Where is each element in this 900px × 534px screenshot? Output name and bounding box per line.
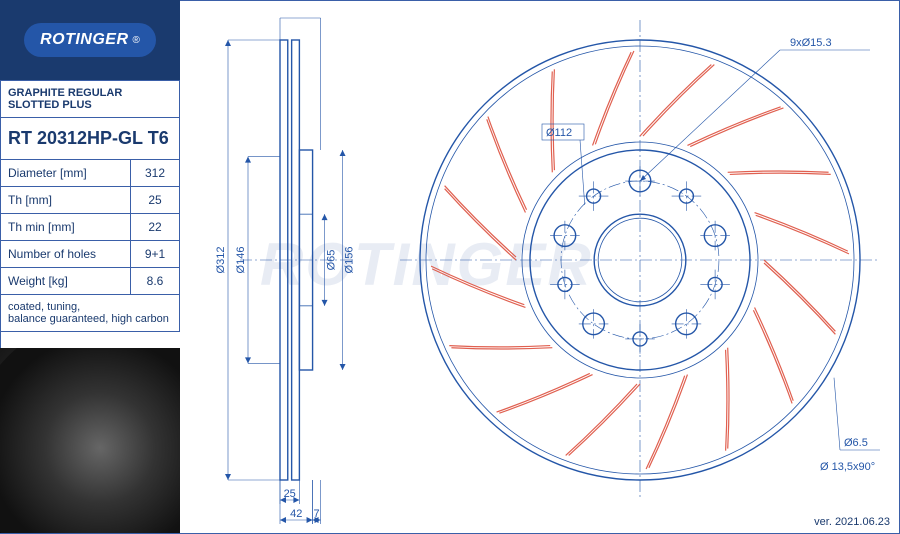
svg-text:9xØ15.3: 9xØ15.3 (790, 37, 832, 49)
logo-pill: ROTINGER ® (24, 23, 156, 57)
version-label: ver. 2021.06.23 (814, 516, 890, 528)
logo-box: ROTINGER ® (0, 0, 180, 80)
product-photo (0, 348, 180, 533)
spec-value: 25 (131, 187, 179, 213)
spec-panel: GRAPHITE REGULAR SLOTTED PLUS RT 20312HP… (0, 80, 180, 332)
logo-reg: ® (133, 35, 140, 46)
spec-value: 9+1 (131, 241, 179, 267)
spec-label: Number of holes (0, 241, 131, 267)
svg-text:Ø156: Ø156 (344, 247, 356, 274)
svg-text:Ø146: Ø146 (235, 247, 247, 274)
spec-row: Diameter [mm]312 (0, 160, 179, 187)
spec-row: Th [mm]25 (0, 187, 179, 214)
svg-text:25: 25 (284, 488, 296, 500)
spec-value: 22 (131, 214, 179, 240)
svg-text:42: 42 (290, 508, 302, 520)
spec-label: Diameter [mm] (0, 160, 131, 186)
svg-text:Ø65: Ø65 (326, 250, 338, 271)
spec-label: Weight [kg] (0, 268, 131, 294)
svg-text:7: 7 (314, 508, 320, 520)
logo-text: ROTINGER (40, 31, 128, 49)
spec-label: Th [mm] (0, 187, 131, 213)
svg-text:Ø312: Ø312 (215, 247, 227, 274)
spec-value: 8.6 (131, 268, 179, 294)
spec-row: Weight [kg]8.6 (0, 268, 179, 295)
svg-text:Ø112: Ø112 (546, 127, 572, 139)
spec-row: Number of holes9+1 (0, 241, 179, 268)
spec-title: GRAPHITE REGULAR SLOTTED PLUS (0, 80, 179, 118)
spec-row: Th min [mm]22 (0, 214, 179, 241)
spec-label: Th min [mm] (0, 214, 131, 240)
spec-notes: coated, tuning, balance guaranteed, high… (0, 295, 179, 332)
spec-value: 312 (131, 160, 179, 186)
part-number: RT 20312HP-GL T6 (0, 118, 179, 160)
svg-text:Ø6.5: Ø6.5 (844, 437, 868, 449)
svg-text:Ø 13,5x90°: Ø 13,5x90° (820, 461, 875, 473)
side-view: Ø312 Ø146 Ø65 Ø156 25 42 7 (190, 0, 410, 534)
front-view: 9xØ15.3 Ø112 Ø6.5 Ø 13,5x90° (400, 0, 900, 534)
